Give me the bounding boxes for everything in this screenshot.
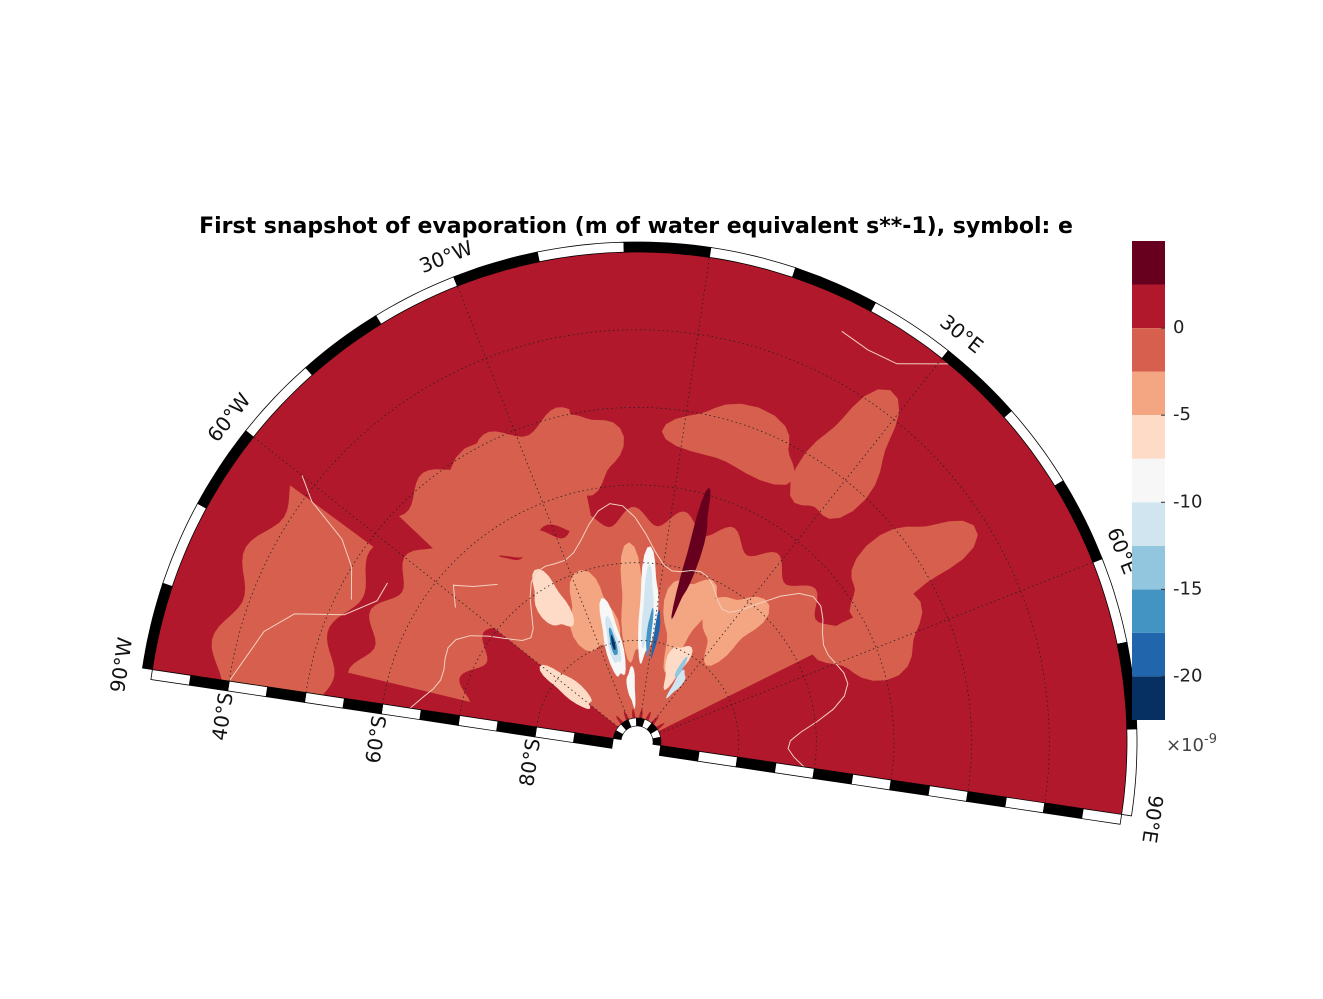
colorbar-blocks (1132, 241, 1165, 720)
colorbar-block (1132, 589, 1165, 633)
field-patch (626, 666, 636, 709)
graticule-meridian (253, 436, 619, 728)
colorbar-block (1132, 632, 1165, 677)
field-patch (666, 669, 686, 699)
field-patch (812, 590, 923, 681)
colorbar-block (1132, 502, 1165, 546)
field-patch (790, 389, 900, 519)
frame-segment-edge (1081, 808, 1123, 825)
field-patch (661, 403, 795, 485)
field-patch (674, 656, 688, 678)
latitude-label: 60°S (361, 714, 392, 765)
colorbar-tick-label: 0 (1173, 317, 1184, 338)
field-patch (532, 568, 575, 627)
south-america-coastline (301, 475, 353, 600)
colorbar-tick-label: -20 (1173, 666, 1202, 687)
colorbar-block (1132, 241, 1165, 285)
field-patch (646, 607, 654, 657)
map-frame (142, 241, 1138, 825)
field-patch (443, 443, 536, 542)
colorbar-block (1132, 458, 1165, 503)
field-patch (539, 664, 592, 709)
colorbar-block (1132, 676, 1165, 720)
colorbar-block (1132, 328, 1165, 372)
latitude-label: 80°S (514, 737, 545, 788)
evaporation-field (152, 252, 1127, 815)
colorbar-tick-label: -5 (1173, 404, 1191, 425)
graticule-meridian (457, 285, 629, 720)
longitude-label: 90°E (1137, 794, 1168, 845)
colorbar-block (1132, 371, 1165, 416)
madagascar-coastline (1056, 419, 1127, 439)
south-america-coastline (228, 582, 388, 682)
colorbar-block (1132, 284, 1165, 328)
field-patch (702, 596, 770, 666)
frame-segment-edge (150, 669, 192, 686)
field-patch (552, 414, 624, 496)
graticule-meridian (640, 257, 710, 719)
figure-title: First snapshot of evaporation (m of wate… (199, 214, 1073, 239)
field-patch (671, 487, 711, 620)
field-patch (611, 634, 616, 650)
graticule-meridian (659, 562, 1094, 734)
africa-coastline (841, 330, 949, 365)
colorbar-block (1132, 415, 1165, 459)
colorbar-exponent: ×10-9 (1166, 732, 1217, 756)
graticule-meridian (651, 358, 943, 724)
polar-map: 90°W60°W30°W30°E60°E90°E 40°S 60°S 80°S (105, 235, 1168, 844)
longitude-label: 90°W (105, 636, 137, 694)
graticule (228, 257, 1094, 803)
frame-segment-inner (652, 736, 662, 746)
colorbar-block (1132, 545, 1165, 590)
field-patch (849, 520, 978, 619)
field-patch (211, 485, 374, 695)
colorbar-ticks: 0 -5 -10 -15 -20 (1161, 317, 1202, 687)
field-patch (651, 609, 661, 659)
colorbar-tick-label: -15 (1173, 578, 1202, 599)
antarctic-peninsula-coastline (452, 583, 498, 608)
colorbar: 0 -5 -10 -15 -20 ×10-9 (1132, 241, 1217, 756)
colorbar-tick-label: -10 (1173, 491, 1202, 512)
latitude-label: 40°S (207, 691, 238, 742)
